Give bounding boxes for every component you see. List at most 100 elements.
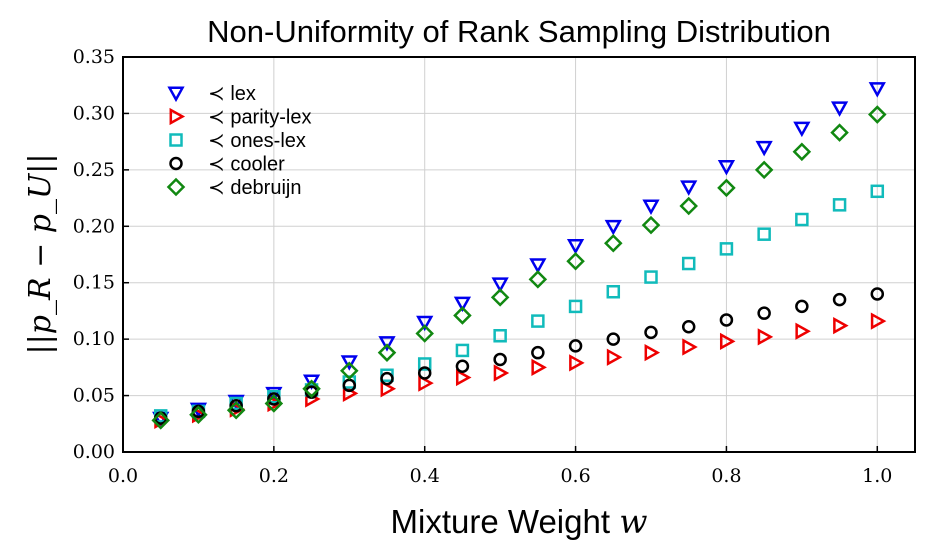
legend-label: ≺ cooler [208, 154, 285, 176]
series-0 [152, 82, 886, 428]
data-point [531, 358, 547, 376]
data-point [755, 140, 773, 157]
data-point [606, 332, 621, 346]
data-point [267, 394, 283, 413]
x-tick-label: 1.0 [862, 465, 892, 487]
data-point [757, 227, 771, 241]
data-point [415, 324, 434, 343]
y-tick-label: 0.10 [73, 328, 115, 350]
data-point [642, 199, 660, 216]
data-point [569, 354, 585, 372]
x-tick-label: 0.4 [410, 465, 440, 487]
data-point [264, 394, 284, 413]
y-tick-label: 0.20 [73, 215, 115, 237]
y-axis-label: ||p_R − p_U|| [23, 154, 58, 355]
legend-label: ≺ parity-lex [208, 107, 311, 129]
series-4 [151, 105, 887, 430]
data-point [719, 242, 734, 256]
data-point [380, 380, 397, 398]
data-point [417, 357, 432, 371]
legend-label: ≺ lex [208, 83, 256, 105]
x-axis-symbol: w [619, 502, 647, 541]
data-point [795, 299, 809, 314]
data-point [493, 329, 507, 343]
data-point [455, 368, 472, 387]
legend-label: ≺ ones-lex [208, 130, 306, 152]
data-point [229, 398, 243, 413]
data-point [302, 379, 321, 399]
plot-frame [122, 56, 916, 453]
y-tick-label: 0.35 [73, 46, 115, 68]
data-point [832, 198, 847, 212]
data-point [302, 374, 321, 390]
data-point [795, 322, 811, 340]
data-point [528, 270, 548, 289]
data-point [455, 343, 470, 358]
data-point [493, 364, 510, 382]
data-point [568, 339, 583, 353]
data-point [493, 352, 507, 367]
legend-marker [169, 133, 183, 147]
legend: ≺ lex≺ parity-lex≺ ones-lex≺ cooler≺ deb… [166, 83, 311, 199]
data-point [754, 160, 774, 180]
data-point [606, 284, 621, 299]
data-point [680, 180, 698, 196]
legend-marker [169, 107, 186, 126]
y-tick-label: 0.30 [73, 102, 115, 124]
plot-marks [151, 82, 887, 430]
data-point [377, 343, 397, 362]
data-point [870, 287, 885, 301]
data-point [644, 344, 661, 362]
data-point [833, 316, 849, 335]
data-point [793, 121, 811, 138]
data-point [679, 196, 698, 216]
y-tick-label: 0.05 [73, 385, 115, 407]
data-point [757, 328, 774, 346]
data-point [531, 314, 545, 328]
x-tick-label: 0.8 [711, 465, 741, 487]
data-point [340, 355, 358, 371]
legend-label: ≺ debruijn [208, 177, 301, 199]
data-point [453, 306, 472, 325]
data-point [792, 142, 812, 162]
y-tick-label: 0.15 [73, 272, 115, 294]
data-point [340, 361, 359, 381]
data-point [531, 345, 545, 360]
x-tick-label: 0.0 [108, 465, 138, 487]
data-point [757, 306, 771, 320]
y-tick-label: 0.00 [73, 441, 115, 463]
data-point [717, 160, 736, 176]
data-point [832, 292, 847, 307]
x-axis-label-text: Mixture Weight [391, 503, 610, 540]
data-point [189, 405, 208, 425]
data-point [644, 270, 658, 284]
data-point [830, 123, 849, 142]
ticks: 0.0 0.2 0.4 0.6 0.8 1.0 0.00 0.05 0.10 0.15 0.20 0.… [73, 46, 893, 487]
data-point [267, 392, 281, 406]
data-point [490, 288, 510, 307]
data-point [455, 359, 470, 373]
data-point [681, 256, 696, 271]
series-2 [153, 184, 885, 423]
y-tick-label: 0.25 [73, 159, 115, 181]
data-point [604, 219, 622, 236]
series-1 [154, 312, 887, 430]
x-tick-label: 0.6 [560, 465, 590, 487]
data-point [417, 366, 432, 380]
data-point [491, 277, 509, 293]
data-point [566, 252, 585, 271]
data-point [378, 336, 396, 352]
data-point [418, 374, 434, 392]
data-point [644, 325, 658, 340]
data-point [719, 313, 734, 327]
data-point [795, 212, 809, 227]
data-point [870, 312, 887, 330]
legend-marker [169, 156, 183, 171]
data-point [868, 105, 887, 124]
data-point [604, 233, 623, 253]
data-point [641, 215, 661, 235]
chart-title: Non-Uniformity of Rank Sampling Distribu… [207, 14, 831, 49]
x-tick-label: 0.2 [259, 465, 289, 487]
legend-marker [167, 86, 185, 103]
